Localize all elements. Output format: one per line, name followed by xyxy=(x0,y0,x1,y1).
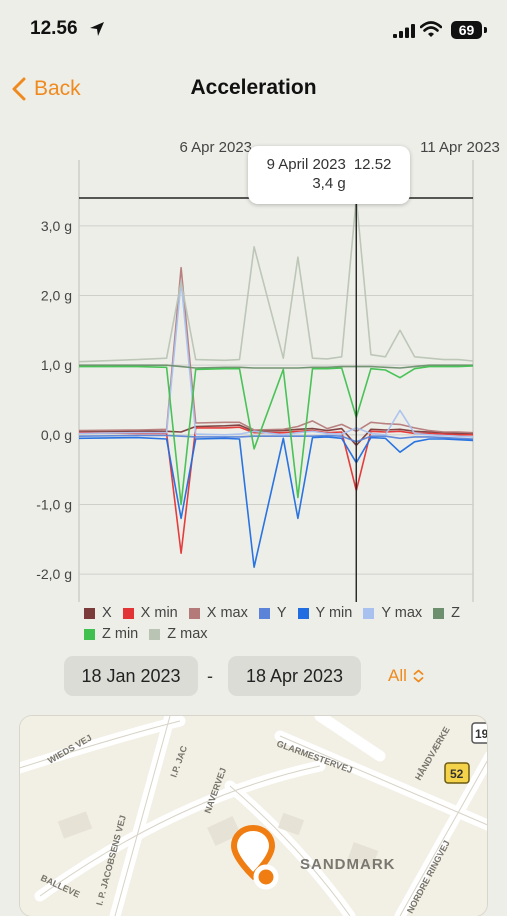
legend-swatch xyxy=(433,608,445,619)
legend-label: Y min xyxy=(315,605,353,621)
route-badge-52-label: 52 xyxy=(450,767,464,781)
location-pin-icon[interactable] xyxy=(230,804,276,881)
tooltip-date: 9 April 2023 xyxy=(266,156,346,173)
legend-label: X min xyxy=(140,605,178,621)
legend-swatch xyxy=(363,608,375,619)
page-title: Acceleration xyxy=(190,76,317,99)
route-badge-19-label: 19 xyxy=(475,727,487,741)
legend-label: Z max xyxy=(167,626,208,642)
y-tick-label: 1,0 g xyxy=(41,357,72,373)
top-date-label: 6 Apr 2023 xyxy=(179,139,252,156)
current-location-dot xyxy=(253,864,279,890)
series-line-x xyxy=(79,424,473,447)
status-time: 12.56 xyxy=(30,18,78,39)
legend-swatch xyxy=(188,608,200,619)
tooltip-time: 12.52 xyxy=(353,156,392,173)
legend-label: X xyxy=(102,605,112,621)
period-label: All xyxy=(388,666,407,685)
chart-tooltip: 9 April 2023 12.52 3,4 g xyxy=(248,146,410,204)
date-range-controls: 18 Jan 2023 - 18 Apr 2023 All xyxy=(0,656,507,696)
legend-item: Y min xyxy=(297,604,353,623)
legend-item: Z xyxy=(433,604,460,623)
y-tick-label: 2,0 g xyxy=(41,288,72,304)
series-line-z-min xyxy=(79,365,474,506)
legend-swatch xyxy=(258,608,270,619)
y-tick-label: -1,0 g xyxy=(36,496,72,512)
chevron-up-down-icon xyxy=(413,669,424,683)
route-badge-52: 52 xyxy=(444,762,470,784)
location-arrow-icon xyxy=(90,22,104,36)
series-line-z xyxy=(79,364,473,369)
legend-item: Z max xyxy=(149,625,208,644)
legend-swatch xyxy=(149,629,161,640)
wifi-icon xyxy=(420,21,442,37)
y-tick-label: 3,0 g xyxy=(41,218,72,234)
tooltip-value: 3,4 g xyxy=(312,175,346,192)
map-canvas[interactable]: WIEDS VEJ I.P. JAC GLARMESTERVEJ HÅNDVÆR… xyxy=(20,716,487,916)
legend-item: X min xyxy=(122,604,178,623)
legend-item: X xyxy=(84,604,112,623)
legend-swatch xyxy=(297,608,309,619)
legend-label: Z min xyxy=(102,626,139,642)
date-range-separator: - xyxy=(207,666,213,686)
legend-item: Y xyxy=(258,604,287,623)
route-badge-19: 19 xyxy=(471,722,487,744)
legend-label: Y max xyxy=(381,605,423,621)
series-line-x-max xyxy=(78,266,474,434)
location-map[interactable]: WIEDS VEJ I.P. JAC GLARMESTERVEJ HÅNDVÆR… xyxy=(20,716,487,916)
start-date-button[interactable]: 18 Jan 2023 xyxy=(64,656,198,696)
end-date-button[interactable]: 18 Apr 2023 xyxy=(228,656,361,696)
series-line-y xyxy=(78,434,474,443)
chevron-left-icon xyxy=(12,77,26,101)
y-tick-label: 0,0 g xyxy=(41,427,72,443)
acceleration-chart[interactable]: 6 Apr 2023 11 Apr 2023 3,0 g 2,0 g 1,0 g 0,0 … xyxy=(0,130,507,650)
legend-swatch xyxy=(122,608,134,619)
battery-indicator: 69 xyxy=(451,21,482,39)
series-line-z-max xyxy=(78,197,474,363)
legend-label: Z xyxy=(451,605,461,621)
cellular-signal-icon xyxy=(393,24,415,38)
legend-label: Y xyxy=(276,605,287,621)
status-bar: 12.56 69 xyxy=(0,0,507,60)
period-select[interactable]: All xyxy=(388,666,424,686)
series-line-y-min xyxy=(78,436,474,569)
battery-cap xyxy=(484,27,487,33)
series-line-x-min xyxy=(78,426,473,555)
back-label: Back xyxy=(34,77,81,100)
top-date-label: 11 Apr 2023 xyxy=(420,139,500,156)
chart-legend: X X min X max Y Y min Y max Z Z min Z max xyxy=(84,604,484,646)
legend-item: X max xyxy=(188,604,248,623)
legend-label: X max xyxy=(206,605,248,621)
navigation-bar: Back Acceleration xyxy=(0,66,507,110)
legend-swatch xyxy=(84,608,95,619)
y-tick-label: -2,0 g xyxy=(36,566,72,582)
map-place-label: SANDMARK xyxy=(300,856,396,873)
back-button[interactable]: Back xyxy=(12,74,81,104)
series-line-y-max xyxy=(78,280,474,438)
legend-item: Y max xyxy=(363,604,422,623)
legend-swatch xyxy=(84,629,95,640)
legend-item: Z min xyxy=(84,625,138,644)
